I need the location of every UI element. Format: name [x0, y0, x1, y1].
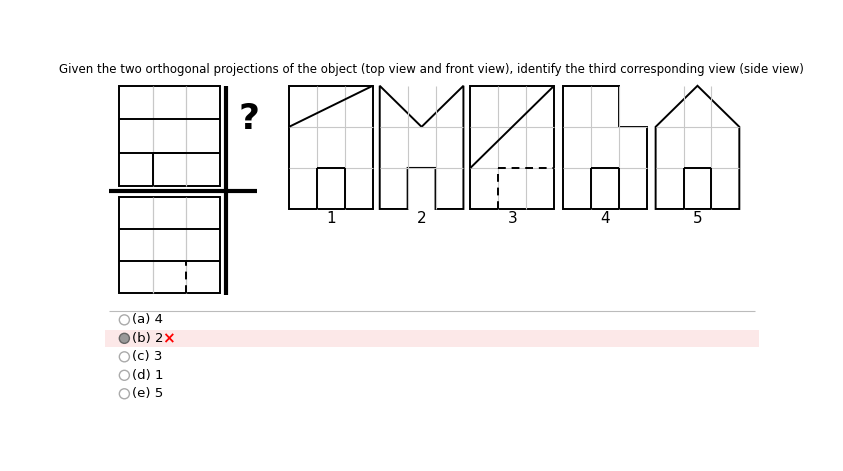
- Text: 3: 3: [507, 211, 517, 226]
- Text: Given the two orthogonal projections of the object (top view and front view), id: Given the two orthogonal projections of …: [59, 63, 804, 76]
- Circle shape: [120, 333, 129, 343]
- Circle shape: [120, 352, 129, 362]
- Text: 5: 5: [693, 211, 702, 226]
- Circle shape: [120, 370, 129, 380]
- Text: (a) 4: (a) 4: [132, 313, 164, 326]
- Text: 4: 4: [600, 211, 610, 226]
- Text: ?: ?: [239, 102, 260, 136]
- Text: 1: 1: [326, 211, 336, 226]
- FancyBboxPatch shape: [105, 330, 759, 347]
- Text: (b) 2: (b) 2: [132, 332, 164, 345]
- Text: 2: 2: [416, 211, 427, 226]
- Text: ×: ×: [162, 331, 175, 346]
- Text: (e) 5: (e) 5: [132, 387, 164, 400]
- Circle shape: [120, 389, 129, 399]
- Text: (c) 3: (c) 3: [132, 350, 163, 363]
- Text: (d) 1: (d) 1: [132, 369, 164, 382]
- Circle shape: [120, 315, 129, 325]
